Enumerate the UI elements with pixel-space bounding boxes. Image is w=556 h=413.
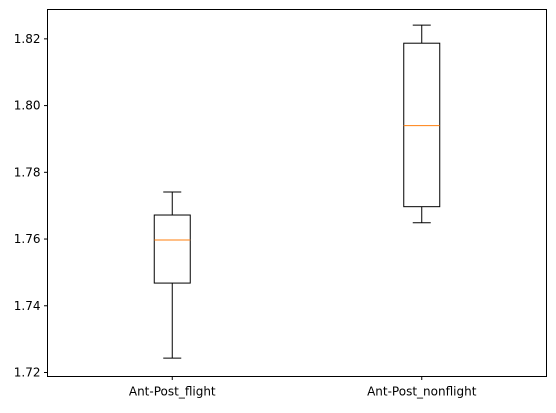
x-tick-label: Ant-Post_flight [129,385,216,399]
y-tick-label: 1.74 [14,299,41,313]
x-axis: Ant-Post_flight Ant-Post_nonflight [129,376,477,399]
plot-frame [47,9,547,377]
y-tick-label: 1.82 [14,32,41,46]
y-tick-label: 1.80 [14,99,41,113]
x-tick-label: Ant-Post_nonflight [367,385,477,399]
y-tick-label: 1.78 [14,165,41,179]
boxes-layer [153,24,441,359]
y-tick-label: 1.72 [14,365,41,379]
y-axis: 1.72 1.74 1.76 1.78 1.80 1.82 [14,32,48,379]
y-tick-label: 1.76 [14,232,41,246]
box-body [403,42,441,208]
box-2 [403,24,441,224]
box-1 [153,191,191,359]
box-body [153,214,191,284]
